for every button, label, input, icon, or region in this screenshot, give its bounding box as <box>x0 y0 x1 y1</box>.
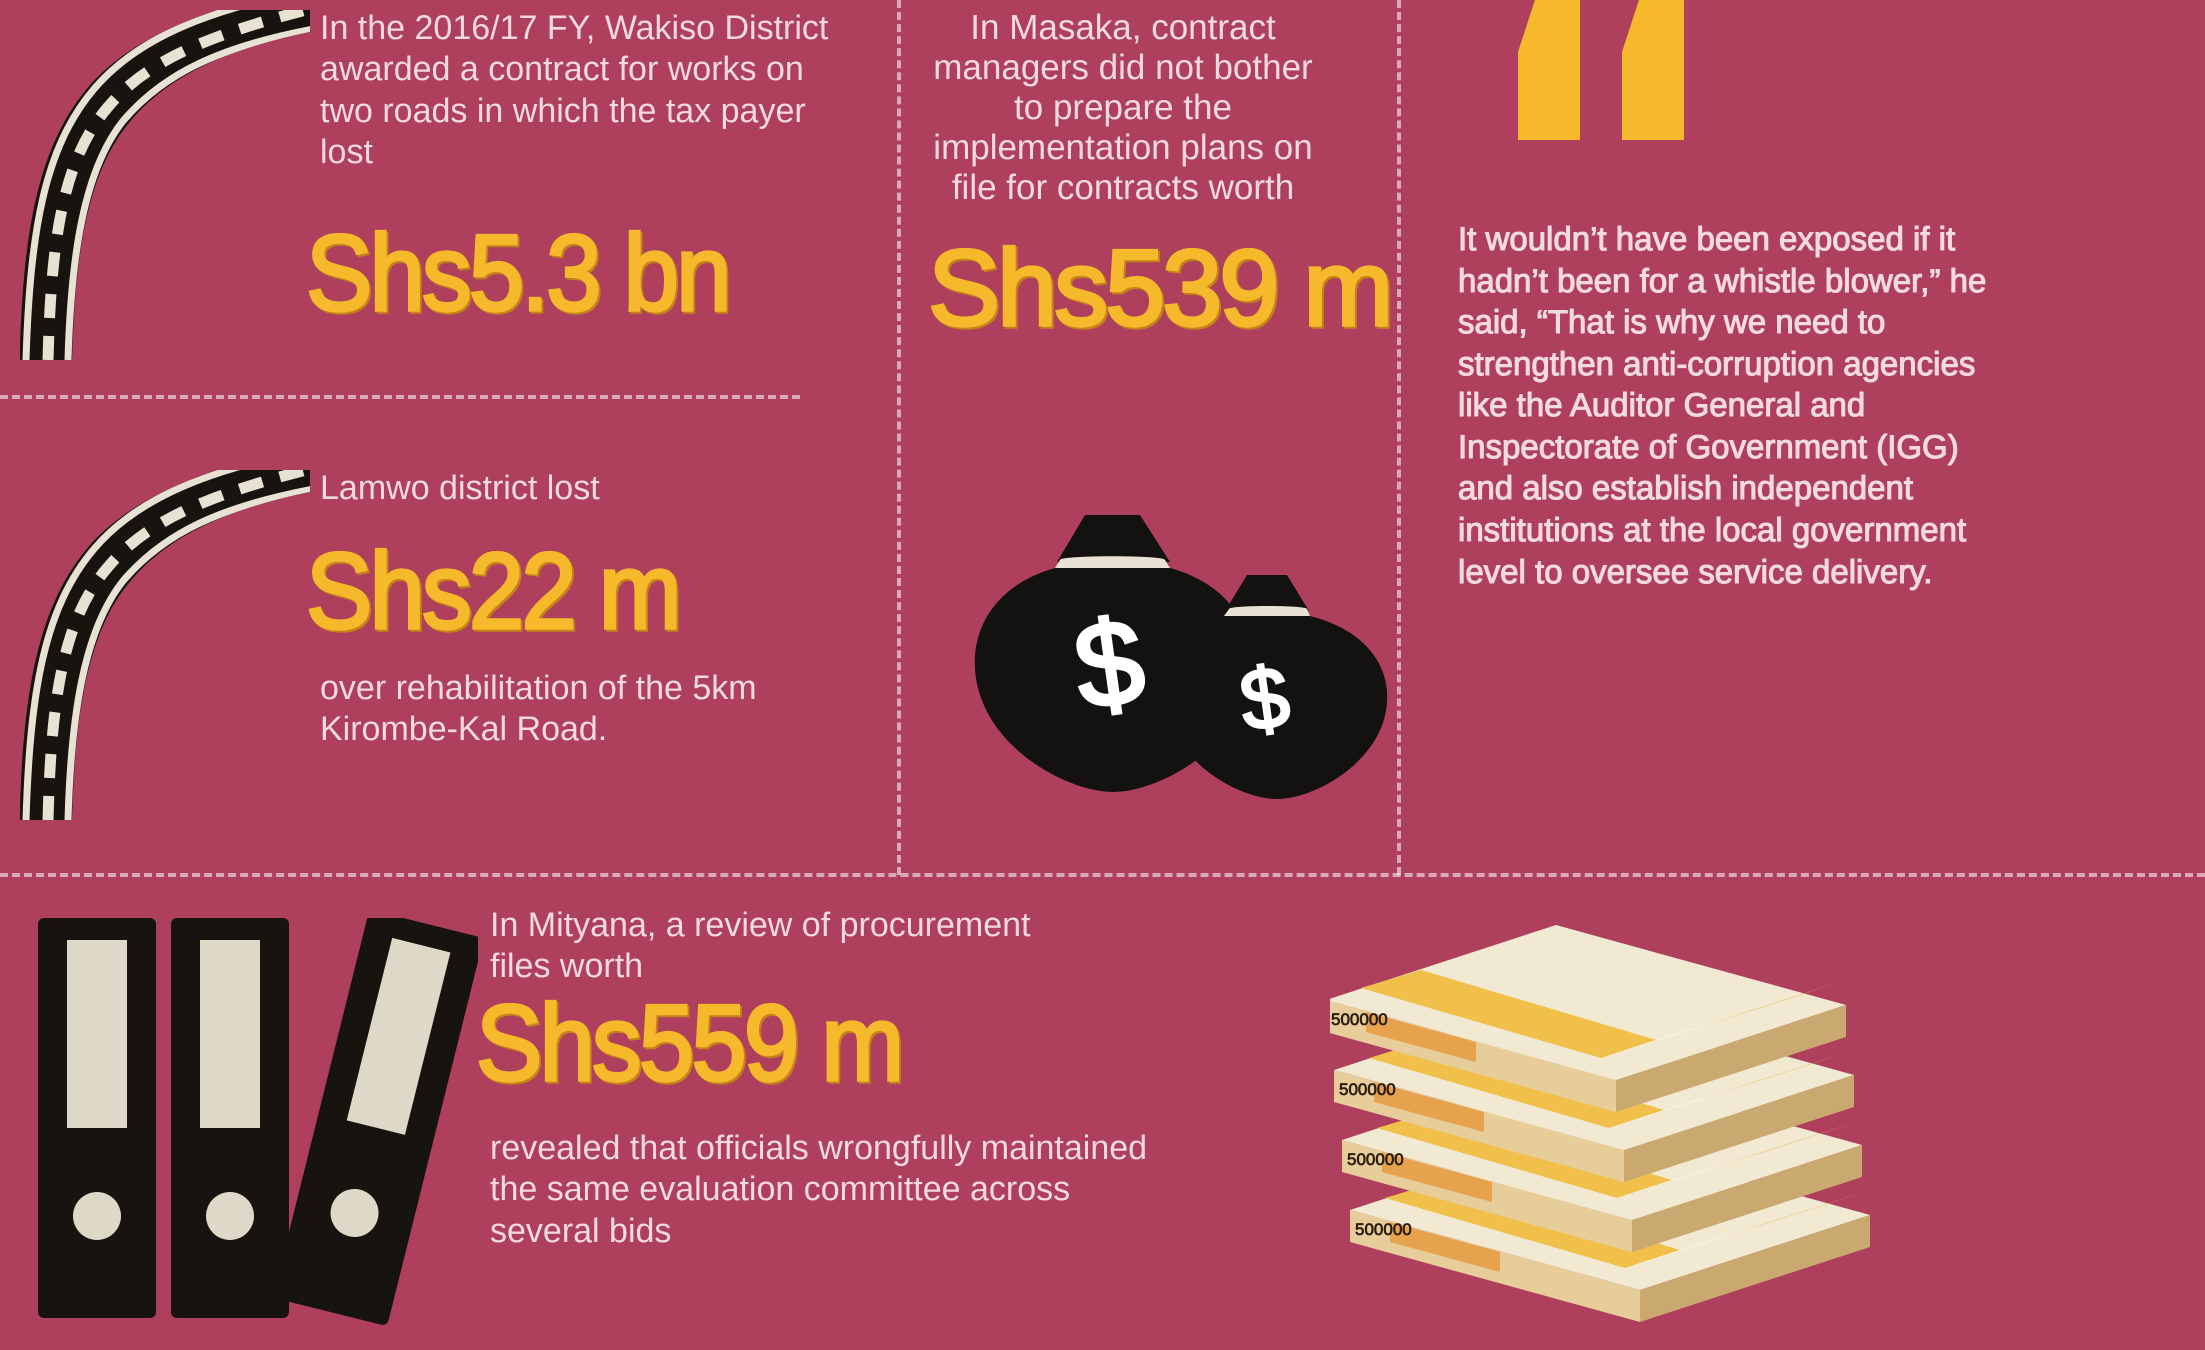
svg-text:500000: 500000 <box>1339 1080 1396 1099</box>
svg-text:500000: 500000 <box>1355 1220 1412 1239</box>
svg-text:500000: 500000 <box>1331 1010 1388 1029</box>
svg-text:500000: 500000 <box>1347 1150 1404 1169</box>
